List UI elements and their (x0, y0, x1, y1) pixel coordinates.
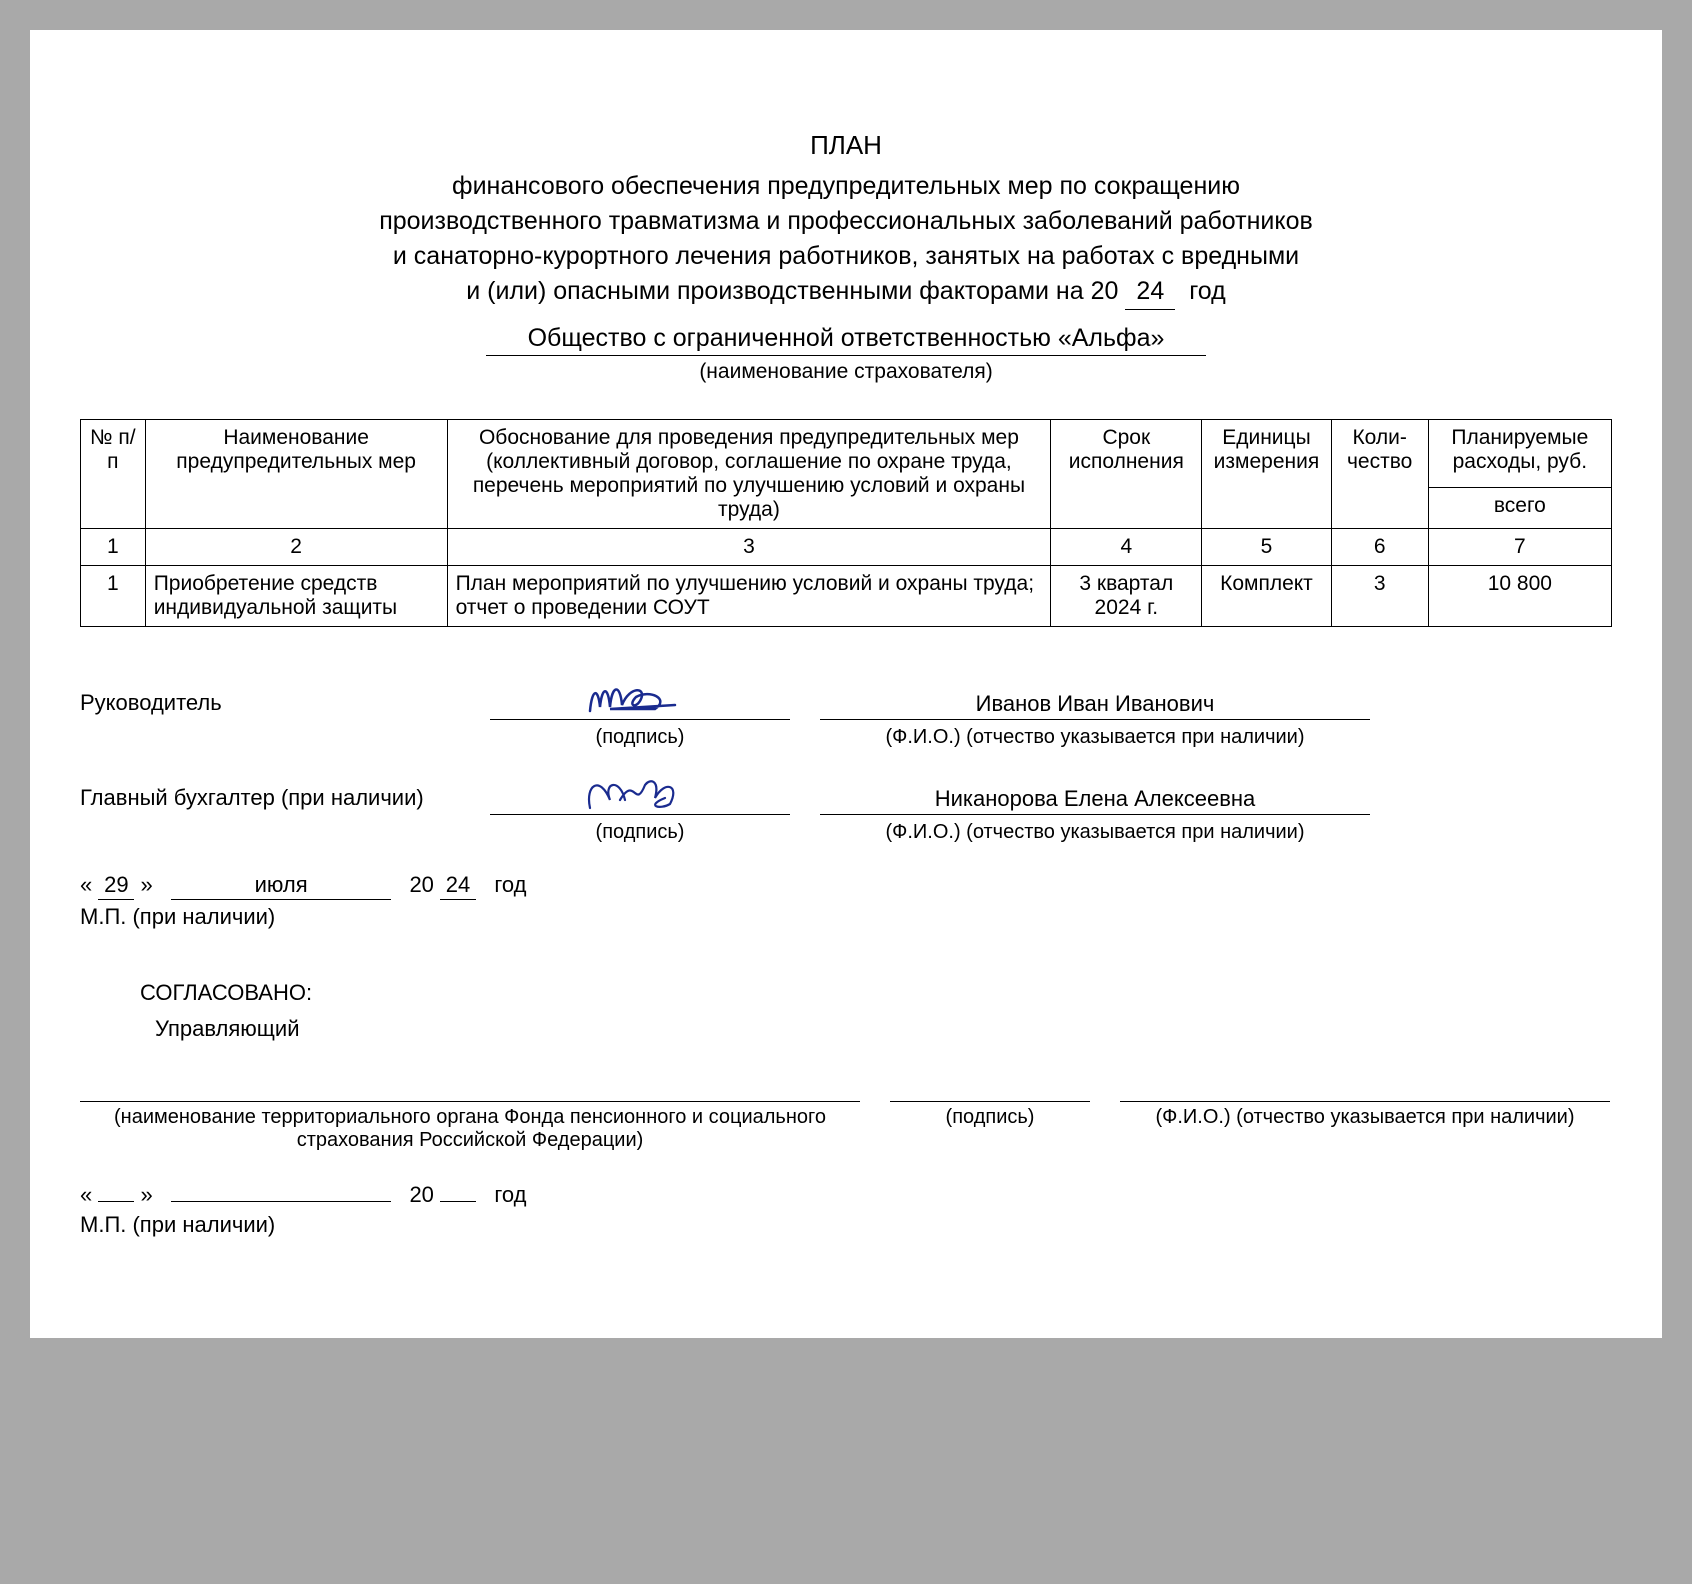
signatures-block: Руководитель Иванов Иван Иванович (подпи… (80, 682, 1612, 930)
approval-caption-row: (наименование территориального органа Фо… (80, 1106, 1612, 1152)
mp-note-1: М.П. (при наличии) (80, 904, 1612, 930)
name-caption: (Ф.И.О.) (отчество указывается при налич… (820, 821, 1370, 844)
doc-subtitle: финансового обеспечения предупредительны… (80, 169, 1612, 310)
spacer (80, 726, 490, 749)
date2-month-field[interactable] (171, 1200, 391, 1202)
q2: » (141, 1182, 153, 1207)
numcell: 6 (1331, 529, 1428, 566)
cell-num: 1 (81, 566, 146, 627)
y-post: год (494, 1182, 526, 1207)
sig-caption: (подпись) (490, 821, 790, 844)
approval-org-field[interactable] (80, 1072, 860, 1102)
col-basis: Обоснование для проведения предупредител… (447, 420, 1051, 529)
date2-day-field[interactable] (98, 1200, 134, 1202)
cell-name: Приобретение средств индивидуальной защи… (145, 566, 447, 627)
table-row: 1 Приобретение средств индивидуальной за… (81, 566, 1612, 627)
numcell: 1 (81, 529, 146, 566)
y-pre: 20 (409, 872, 433, 897)
head-sig-row: Руководитель Иванов Иван Иванович (80, 682, 1612, 720)
acc-sig-row: Главный бухгалтер (при наличии) Никаноро… (80, 777, 1612, 815)
cell-qty: 3 (1331, 566, 1428, 627)
date-yy-field[interactable]: 24 (440, 872, 476, 900)
doc-title: ПЛАН (80, 130, 1612, 161)
signature-icon (580, 679, 700, 721)
col-unit: Единицы измере­ния (1202, 420, 1331, 529)
approval-title: СОГЛАСОВАНО: (140, 980, 1612, 1006)
org-line: Общество с ограниченной ответственностью… (80, 324, 1612, 356)
numcell: 4 (1051, 529, 1202, 566)
col-qty: Коли­чество (1331, 420, 1428, 529)
cell-unit: Комплект (1202, 566, 1331, 627)
cell-term: 3 квартал 2024 г. (1051, 566, 1202, 627)
document-page: ПЛАН финансового обеспечения предупредит… (30, 30, 1662, 1338)
subtitle-line4-pre: и (или) опасными производственными факто… (466, 277, 1118, 305)
q1: « (80, 1182, 92, 1207)
numcell: 5 (1202, 529, 1331, 566)
org-name-field[interactable]: Общество с ограниченной ответственностью… (486, 324, 1206, 356)
col-term: Срок исполнения (1051, 420, 1202, 529)
q2: » (141, 872, 153, 897)
approval-org-caption: (наименование территориального органа Фо… (80, 1106, 860, 1152)
acc-name: Никанорова Елена Алексеевна (935, 786, 1256, 812)
approval-sig-row (80, 1072, 1612, 1102)
approval-block: СОГЛАСОВАНО: Управляющий (наименование т… (80, 980, 1612, 1238)
date-line-2: « » 20 год (80, 1182, 1612, 1208)
subtitle-line1: финансового обеспечения предупредительны… (452, 172, 1240, 200)
col-name: Наименование предупредительных мер (145, 420, 447, 529)
approval-sig-caption: (подпись) (890, 1106, 1090, 1152)
head-signature-field[interactable] (490, 682, 790, 720)
table-header-row: № п/п Наименование предупредительных мер… (81, 420, 1612, 488)
date-line-1: « 29 » июля 20 24 год (80, 872, 1612, 900)
numcell: 3 (447, 529, 1051, 566)
subtitle-line3: и санаторно-курортного лечения работнико… (393, 242, 1299, 270)
subtitle-line4-post: год (1189, 277, 1226, 305)
acc-signature-field[interactable] (490, 777, 790, 815)
head-name-field[interactable]: Иванов Иван Иванович (820, 682, 1370, 720)
col-num: № п/п (81, 420, 146, 529)
head-caption-row: (подпись) (Ф.И.О.) (отчество указывается… (80, 726, 1612, 749)
head-label: Руководитель (80, 690, 490, 720)
spacer (80, 821, 490, 844)
date-day-field[interactable]: 29 (98, 872, 134, 900)
col-cost-sub: всего (1428, 487, 1611, 528)
date-month-field[interactable]: июля (171, 872, 391, 900)
q1: « (80, 872, 92, 897)
col-cost: Планируемые расходы, руб. (1428, 420, 1611, 488)
year-fill[interactable]: 24 (1125, 274, 1175, 310)
approval-name-caption: (Ф.И.О.) (отчество указывается при налич… (1120, 1106, 1610, 1152)
numcell: 7 (1428, 529, 1611, 566)
cell-cost: 10 800 (1428, 566, 1611, 627)
acc-caption-row: (подпись) (Ф.И.О.) (отчество указывается… (80, 821, 1612, 844)
cell-basis: План мероприятий по улучшению условий и … (447, 566, 1051, 627)
approval-sig-field[interactable] (890, 1072, 1090, 1102)
approval-role: Управляющий (155, 1016, 1612, 1042)
acc-label: Главный бухгалтер (при наличии) (80, 785, 490, 815)
acc-name-field[interactable]: Никанорова Елена Алексеевна (820, 777, 1370, 815)
numcell: 2 (145, 529, 447, 566)
mp-note-2: М.П. (при наличии) (80, 1212, 1612, 1238)
measures-table: № п/п Наименование предупредительных мер… (80, 419, 1612, 627)
name-caption: (Ф.И.О.) (отчество указывается при налич… (820, 726, 1370, 749)
subtitle-line2: производственного травматизма и професси… (379, 207, 1313, 235)
date2-yy-field[interactable] (440, 1200, 476, 1202)
y-pre: 20 (409, 1182, 433, 1207)
table-numrow: 1 2 3 4 5 6 7 (81, 529, 1612, 566)
sig-caption: (подпись) (490, 726, 790, 749)
approval-name-field[interactable] (1120, 1072, 1610, 1102)
head-name: Иванов Иван Иванович (976, 691, 1215, 717)
org-caption: (наименование страхователя) (80, 360, 1612, 384)
y-post: год (494, 872, 526, 897)
signature-icon (575, 770, 705, 816)
